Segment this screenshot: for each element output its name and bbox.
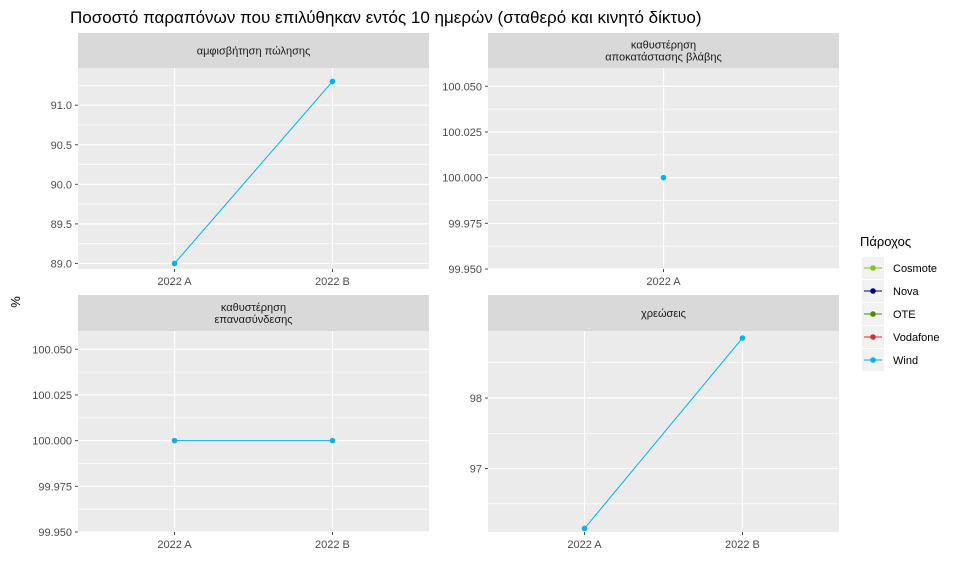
- y-tick-label: 90.0: [51, 179, 72, 191]
- y-tick-label: 91.0: [51, 100, 72, 112]
- series-line-wind: [584, 337, 743, 529]
- legend-item-ote: OTE: [862, 303, 916, 325]
- y-tick-label: 99.975: [38, 481, 72, 493]
- y-tick-label: 100.000: [32, 436, 72, 448]
- y-tick-label: 89.5: [51, 219, 72, 231]
- y-tick-label: 90.5: [51, 140, 72, 152]
- legend-key-point: [870, 357, 876, 363]
- facet-panels: αμφισβήτηση πώλησης 89.0 89.5 90.0 90.5 91.0 2…: [32, 33, 839, 551]
- x-tick-label: 2022 B: [725, 539, 760, 551]
- facet-strip: [488, 295, 839, 331]
- data-point: [171, 260, 178, 267]
- x-tick-label: 2022 B: [315, 276, 350, 288]
- facet-strip-label: καθυστέρηση: [221, 302, 286, 314]
- y-tick-label: 100.050: [442, 81, 482, 93]
- legend-item-nova: Nova: [862, 280, 920, 302]
- legend-key-point: [870, 311, 876, 317]
- y-tick-label: 98: [470, 393, 482, 405]
- plot-background: [78, 331, 429, 532]
- plot-background: [488, 331, 839, 532]
- facet-strip-label: επανασύνδεσης: [214, 314, 292, 326]
- y-tick-label: 100.050: [32, 344, 72, 356]
- x-tick-label: 2022 A: [567, 539, 602, 551]
- y-axis-title: %: [8, 296, 23, 308]
- legend-key-point: [870, 288, 876, 294]
- data-point: [739, 335, 746, 341]
- data-point: [171, 437, 178, 444]
- facet-strip: [78, 295, 429, 331]
- facet-strip-label: αμφισβήτηση πώλησης: [197, 46, 311, 58]
- legend-title: Πάροχος: [860, 234, 911, 249]
- y-tick-label: 99.950: [448, 264, 482, 276]
- legend-key-point: [870, 265, 876, 271]
- facet-strip: [78, 33, 429, 68]
- facet-strip: [488, 33, 839, 68]
- chart-title: Ποσοστό παραπόνων που επιλύθηκαν εντός 1…: [70, 8, 702, 27]
- legend-label: Vodafone: [893, 332, 940, 344]
- y-tick-label: 97: [470, 464, 482, 476]
- legend-label: Wind: [893, 355, 918, 367]
- facet-panel: αμφισβήτηση πώλησης 89.0 89.5 90.0 90.5 91.0 2…: [51, 33, 429, 288]
- data-point: [329, 437, 336, 444]
- legend-item-wind: Wind: [862, 349, 918, 371]
- legend-label: OTE: [893, 309, 916, 321]
- facet-panel: χρεώσεις 97 98 2022 A 2022 B: [470, 295, 839, 551]
- y-tick-label: 99.975: [448, 218, 482, 230]
- data-point: [581, 525, 588, 532]
- y-tick-label: 100.025: [32, 390, 72, 402]
- legend-label: Cosmote: [893, 263, 937, 275]
- legend-label: Nova: [893, 286, 920, 298]
- y-tick-label: 100.025: [442, 127, 482, 139]
- plot-background: [78, 68, 429, 269]
- facet-strip-label: καθυστέρηση: [631, 40, 696, 52]
- y-tick-label: 99.950: [38, 527, 72, 539]
- data-point: [329, 78, 336, 85]
- legend: Πάροχος Cosmote Nova OTE Vodafone Wind: [860, 234, 940, 371]
- x-tick-label: 2022 A: [157, 276, 192, 288]
- legend-item-vodafone: Vodafone: [862, 326, 940, 348]
- x-tick-label: 2022 A: [646, 276, 681, 288]
- facet-strip-label: αποκατάστασης βλάβης: [605, 52, 722, 64]
- x-tick-label: 2022 B: [315, 539, 350, 551]
- legend-key-point: [870, 334, 876, 340]
- legend-item-cosmote: Cosmote: [862, 257, 937, 279]
- facet-strip-label: χρεώσεις: [641, 308, 686, 320]
- series-line-wind: [174, 81, 333, 264]
- data-point: [660, 174, 667, 181]
- x-tick-label: 2022 A: [157, 539, 192, 551]
- y-tick-label: 89.0: [51, 258, 72, 270]
- y-tick-label: 100.000: [442, 173, 482, 185]
